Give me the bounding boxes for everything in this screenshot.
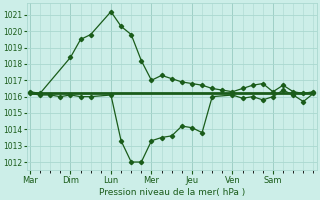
X-axis label: Pression niveau de la mer( hPa ): Pression niveau de la mer( hPa ) xyxy=(99,188,245,197)
